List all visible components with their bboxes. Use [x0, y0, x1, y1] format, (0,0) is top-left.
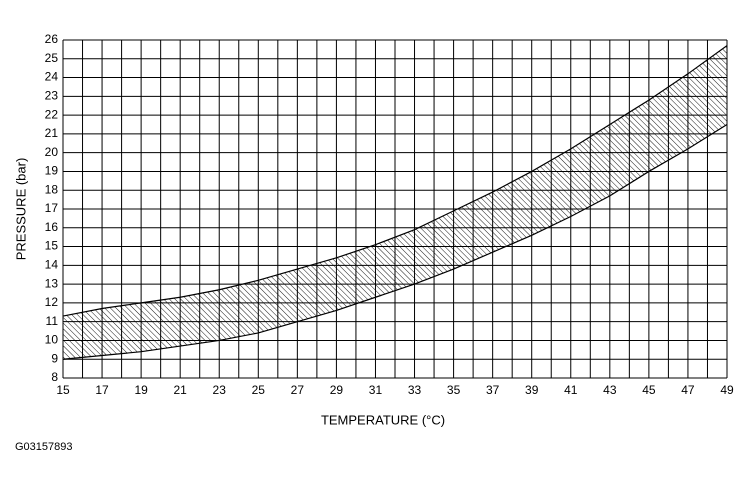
y-tick-label: 25: [45, 51, 59, 65]
y-tick-label: 9: [51, 351, 58, 365]
y-tick-label: 17: [45, 201, 59, 215]
y-tick-label: 20: [45, 145, 59, 159]
y-tick-label: 24: [45, 70, 59, 84]
x-tick-label: 41: [564, 383, 578, 397]
x-tick-label: 37: [486, 383, 500, 397]
band-fill: [63, 45, 727, 360]
y-tick-label: 16: [45, 220, 59, 234]
x-tick-label: 45: [642, 383, 656, 397]
y-tick-label: 23: [45, 89, 59, 103]
y-tick-label: 14: [45, 258, 59, 272]
y-tick-label: 26: [45, 32, 59, 46]
x-tick-label: 15: [56, 383, 70, 397]
x-tick-label: 43: [603, 383, 617, 397]
x-tick-label: 39: [525, 383, 539, 397]
x-tick-label: 17: [95, 383, 109, 397]
y-tick-label: 15: [45, 239, 59, 253]
y-tick-label: 10: [45, 333, 59, 347]
y-tick-label: 11: [46, 314, 59, 328]
x-tick-label: 29: [330, 383, 344, 397]
x-tick-label: 19: [134, 383, 148, 397]
x-tick-label: 25: [252, 383, 266, 397]
x-tick-label: 27: [291, 383, 305, 397]
y-tick-label: 8: [51, 370, 58, 384]
x-tick-label: 33: [408, 383, 422, 397]
y-tick-label: 19: [45, 164, 59, 178]
x-tick-label: 31: [369, 383, 383, 397]
y-tick-label: 22: [45, 107, 59, 121]
x-tick-label: 49: [720, 383, 734, 397]
x-axis-title: TEMPERATURE (°C): [321, 412, 445, 427]
y-tick-label: 21: [45, 126, 59, 140]
figure-code: G03157893: [15, 441, 73, 453]
y-axis-title: PRESSURE (bar): [13, 158, 28, 261]
x-tick-label: 47: [681, 383, 695, 397]
y-tick-label: 13: [45, 276, 59, 290]
y-tick-label: 12: [45, 295, 59, 309]
x-tick-label: 35: [447, 383, 461, 397]
x-tick-label: 23: [213, 383, 227, 397]
y-tick-label: 18: [45, 182, 59, 196]
x-tick-label: 21: [173, 383, 187, 397]
